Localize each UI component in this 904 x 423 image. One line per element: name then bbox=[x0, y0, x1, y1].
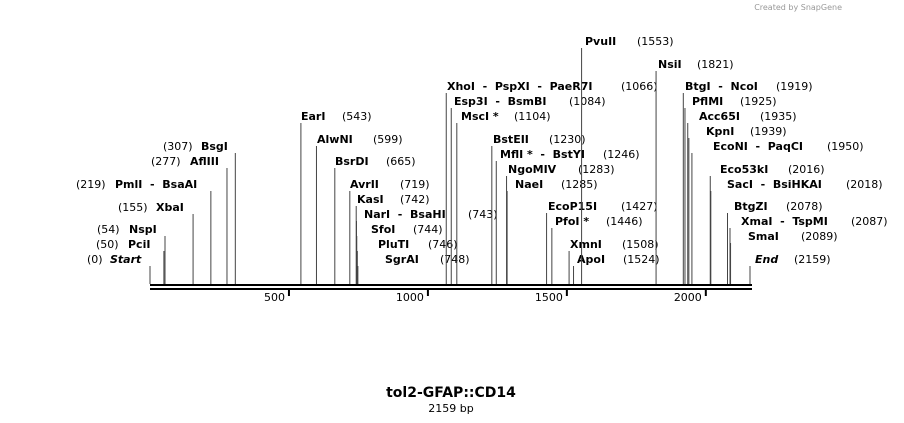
site-position: (0) bbox=[87, 253, 103, 266]
site-name: PciI bbox=[128, 238, 150, 251]
ruler-label: 2000 bbox=[674, 291, 702, 304]
site-position: (1283) bbox=[578, 163, 615, 176]
site-name: End bbox=[755, 253, 778, 266]
site-position: (54) bbox=[97, 223, 120, 236]
site-position: (2078) bbox=[786, 200, 823, 213]
site-name: BsrDI bbox=[335, 155, 369, 168]
site-position: (748) bbox=[440, 253, 470, 266]
site-name: ApoI bbox=[577, 253, 605, 266]
site-name: Eco53kI bbox=[720, 163, 768, 176]
site-position: (1935) bbox=[760, 110, 797, 123]
site-name: AflIII bbox=[190, 155, 219, 168]
site-position: (742) bbox=[400, 193, 430, 206]
site-position: (1524) bbox=[623, 253, 660, 266]
site-name: EarI bbox=[301, 110, 325, 123]
site-name: SgrAI bbox=[385, 253, 419, 266]
site-position: (744) bbox=[413, 223, 443, 236]
site-position: (2016) bbox=[788, 163, 825, 176]
site-position: (543) bbox=[342, 110, 372, 123]
site-position: (1104) bbox=[514, 110, 551, 123]
site-name: PfoI * bbox=[555, 215, 589, 228]
site-position: (1066) bbox=[621, 80, 658, 93]
site-position: (743) bbox=[468, 208, 498, 221]
site-name: NarI - BsaHI bbox=[364, 208, 446, 221]
backbone bbox=[150, 288, 752, 290]
site-position: (1553) bbox=[637, 35, 674, 48]
site-name: XmaI - TspMI bbox=[741, 215, 828, 228]
site-name: AvrII bbox=[350, 178, 379, 191]
site-position: (1939) bbox=[750, 125, 787, 138]
site-name: Start bbox=[110, 253, 142, 266]
site-name: AlwNI bbox=[317, 133, 353, 146]
site-position: (2089) bbox=[801, 230, 838, 243]
site-position: (1084) bbox=[569, 95, 606, 108]
credit: Created by SnapGene bbox=[754, 3, 842, 12]
site-position: (2087) bbox=[851, 215, 888, 228]
site-position: (2018) bbox=[846, 178, 883, 191]
site-name: SfoI bbox=[371, 223, 395, 236]
site-position: (1950) bbox=[827, 140, 864, 153]
map-length: 2159 bp bbox=[428, 402, 473, 415]
site-name: NaeI bbox=[515, 178, 543, 191]
site-position: (1230) bbox=[549, 133, 586, 146]
site-name: SacI - BsiHKAI bbox=[727, 178, 822, 191]
backbone bbox=[150, 284, 752, 286]
site-name: PluTI bbox=[378, 238, 409, 251]
site-name: KasI bbox=[357, 193, 384, 206]
ruler-label: 1000 bbox=[396, 291, 424, 304]
site-name: BsgI bbox=[201, 140, 228, 153]
site-name: Esp3I - BsmBI bbox=[454, 95, 546, 108]
site-name: XhoI - PspXI - PaeR7I bbox=[447, 80, 592, 93]
site-position: (219) bbox=[76, 178, 106, 191]
site-position: (1446) bbox=[606, 215, 643, 228]
site-position: (1427) bbox=[621, 200, 658, 213]
site-name: PvuII bbox=[585, 35, 616, 48]
site-name: BtgZI bbox=[734, 200, 768, 213]
site-name: Acc65I bbox=[699, 110, 740, 123]
site-name: EcoNI - PaqCI bbox=[713, 140, 803, 153]
map-title: tol2-GFAP::CD14 bbox=[386, 385, 516, 401]
site-position: (50) bbox=[96, 238, 119, 251]
site-name: BstEII bbox=[493, 133, 529, 146]
site-position: (1919) bbox=[776, 80, 813, 93]
site-name: KpnI bbox=[706, 125, 734, 138]
site-position: (599) bbox=[373, 133, 403, 146]
site-name: NspI bbox=[129, 223, 157, 236]
site-position: (665) bbox=[386, 155, 416, 168]
site-position: (155) bbox=[118, 201, 148, 214]
site-position: (746) bbox=[428, 238, 458, 251]
site-name: XbaI bbox=[156, 201, 184, 214]
site-name: MscI * bbox=[461, 110, 499, 123]
site-position: (719) bbox=[400, 178, 430, 191]
ruler-label: 1500 bbox=[535, 291, 563, 304]
site-position: (277) bbox=[151, 155, 181, 168]
site-name: EcoP15I bbox=[548, 200, 597, 213]
site-name: NgoMIV bbox=[508, 163, 557, 176]
site-name: XmnI bbox=[570, 238, 602, 251]
site-position: (1508) bbox=[622, 238, 659, 251]
site-name: NsiI bbox=[658, 58, 682, 71]
site-name: PflMI bbox=[692, 95, 723, 108]
site-position: (2159) bbox=[794, 253, 831, 266]
site-position: (1821) bbox=[697, 58, 734, 71]
site-name: MflI * - BstYI bbox=[500, 148, 585, 161]
site-position: (1285) bbox=[561, 178, 598, 191]
site-name: PmlI - BsaAI bbox=[115, 178, 197, 191]
ruler-label: 500 bbox=[264, 291, 285, 304]
site-position: (1925) bbox=[740, 95, 777, 108]
site-position: (1246) bbox=[603, 148, 640, 161]
site-position: (307) bbox=[163, 140, 193, 153]
site-name: BtgI - NcoI bbox=[685, 80, 758, 93]
site-name: SmaI bbox=[748, 230, 779, 243]
